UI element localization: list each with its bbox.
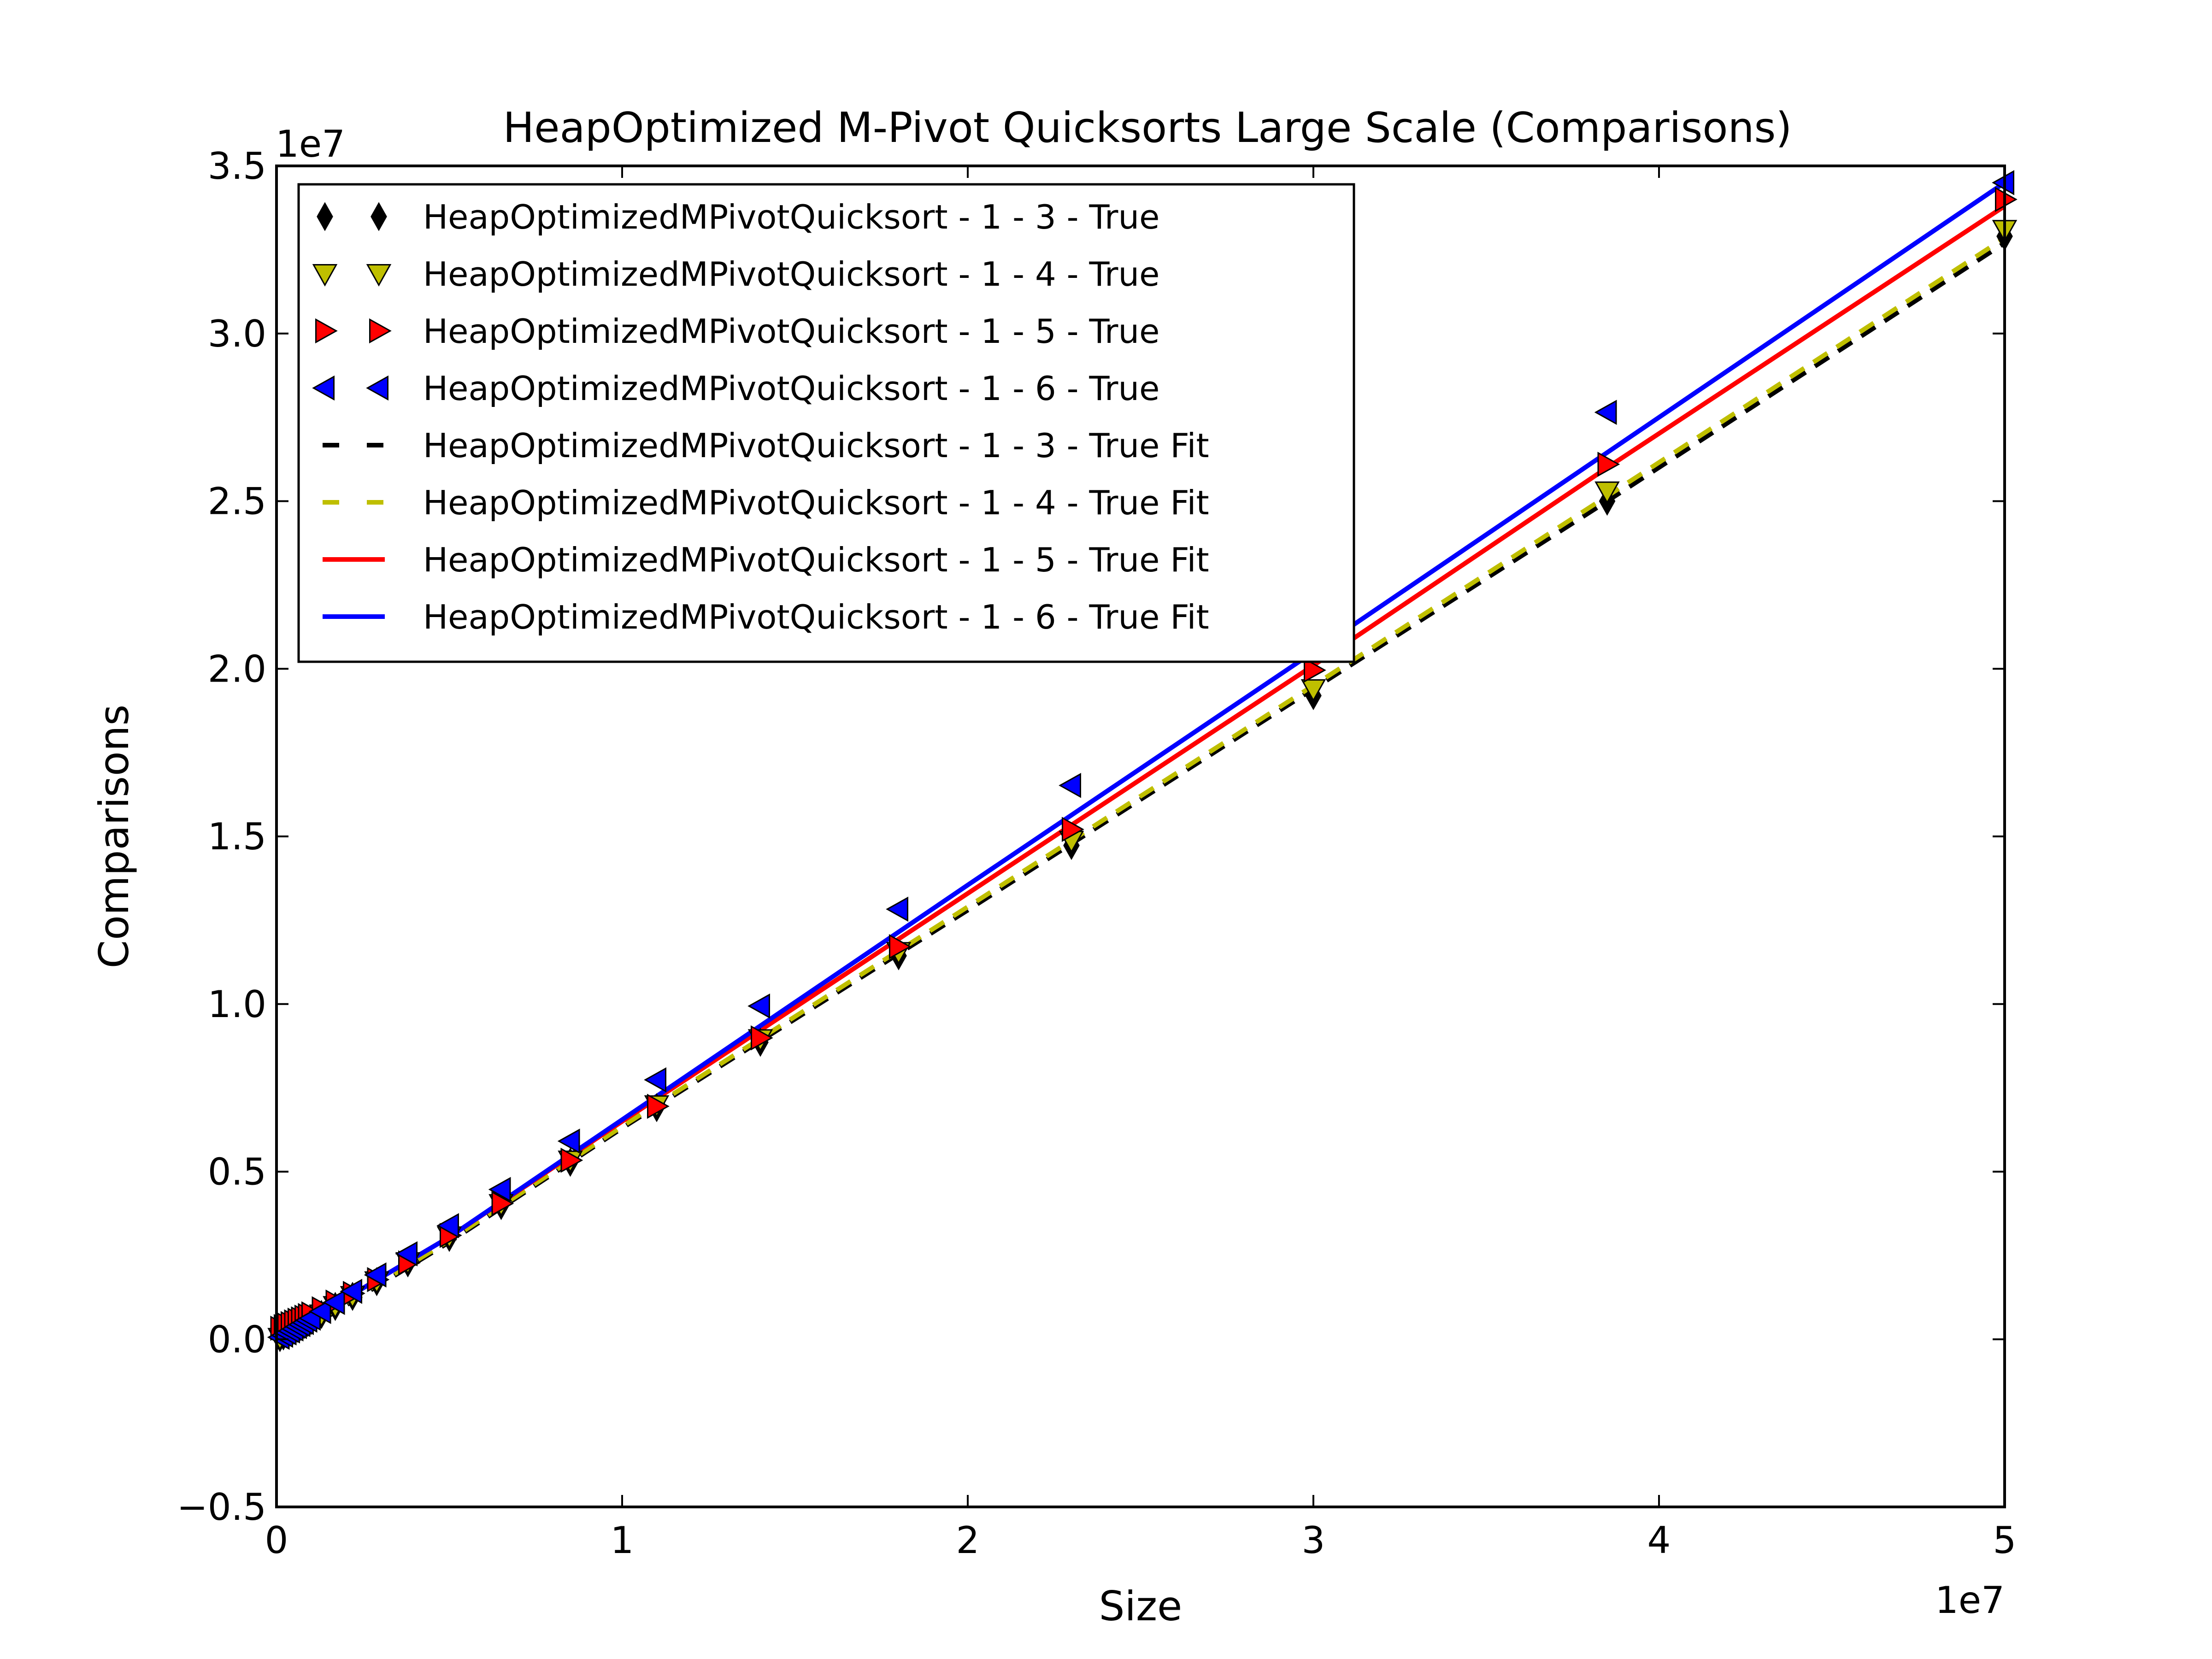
x-tick-label-2: 2 <box>956 1519 980 1562</box>
legend-label-3: HeapOptimizedMPivotQuicksort - 1 - 5 - T… <box>423 312 1159 351</box>
x-tick-label-5: 5 <box>1993 1519 2017 1562</box>
marker-series-3-point-20 <box>751 1025 773 1051</box>
legend-marker-3-2 <box>369 318 392 344</box>
legend-label-1: HeapOptimizedMPivotQuicksort - 1 - 3 - T… <box>423 198 1159 236</box>
marker-series-3-point-17 <box>491 1191 514 1216</box>
marker-series-3-point-24 <box>1597 452 1620 477</box>
legend-marker-4-2 <box>366 375 388 401</box>
marker-series-4-point-16 <box>436 1213 459 1238</box>
legend-box <box>297 183 1355 663</box>
y-tick-label-1: 0.0 <box>208 1318 266 1361</box>
marker-series-3-point-23 <box>1304 657 1326 683</box>
marker-series-4-point-19 <box>644 1067 666 1093</box>
legend-marker-1-2 <box>371 202 387 231</box>
legend-marker-4-1 <box>312 375 335 401</box>
marker-series-4-point-12 <box>322 1289 345 1315</box>
marker-series-4-point-18 <box>557 1129 580 1154</box>
y-tick-label-4: 1.5 <box>208 815 266 858</box>
legend: HeapOptimizedMPivotQuicksort - 1 - 3 - T… <box>297 183 1355 663</box>
y-tick-label-2: 0.5 <box>208 1151 266 1194</box>
axis-ticks: 0 1 2 3 4 5 −0.5 0.0 0.5 1.0 1.5 2.0 2.5 3.0 3.5 <box>177 145 2017 1562</box>
legend-label-8: HeapOptimizedMPivotQuicksort - 1 - 6 - T… <box>423 598 1209 636</box>
x-tick-label-0: 0 <box>265 1519 288 1562</box>
marker-series-4-point-11 <box>308 1299 331 1324</box>
chart-title: HeapOptimized M-Pivot Quicksorts Large S… <box>503 104 1792 152</box>
y-tick-label-5: 2.0 <box>208 647 266 690</box>
marker-series-4-point-15 <box>395 1241 418 1266</box>
marker-series-4-point-13 <box>340 1278 362 1304</box>
x-axis-label: Size <box>1099 1583 1182 1630</box>
legend-label-6: HeapOptimizedMPivotQuicksort - 1 - 4 - T… <box>423 483 1209 522</box>
legend-marker-1-1 <box>317 202 333 231</box>
marker-series-4-point-22 <box>1059 773 1081 798</box>
y-tick-label-8: 3.5 <box>208 145 266 188</box>
x-tick-label-3: 3 <box>1302 1519 1325 1562</box>
marker-series-4-point-20 <box>747 993 770 1019</box>
legend-marker-2-2 <box>366 264 392 287</box>
data-markers <box>267 170 2018 1353</box>
x-axis-offset-label: 1e7 <box>1935 1579 2005 1622</box>
x-tick-label-4: 4 <box>1647 1519 1671 1562</box>
y-tick-label-6: 2.5 <box>208 480 266 523</box>
marker-series-3-point-21 <box>889 934 912 959</box>
y-tick-label-3: 1.0 <box>208 983 266 1026</box>
legend-label-2: HeapOptimizedMPivotQuicksort - 1 - 4 - T… <box>423 255 1159 294</box>
legend-marker-3-1 <box>315 318 338 344</box>
y-axis-offset-label: 1e7 <box>276 123 345 165</box>
marker-series-4-point-14 <box>364 1262 387 1288</box>
x-tick-label-1: 1 <box>611 1519 634 1562</box>
legend-label-5: HeapOptimizedMPivotQuicksort - 1 - 3 - T… <box>423 426 1209 465</box>
marker-series-3-point-19 <box>647 1094 670 1119</box>
marker-series-2-point-23 <box>1300 679 1326 702</box>
y-axis-label: Comparisons <box>90 705 138 969</box>
legend-label-7: HeapOptimizedMPivotQuicksort - 1 - 5 - T… <box>423 541 1209 579</box>
marker-series-4-point-21 <box>886 896 908 922</box>
marker-series-4-point-17 <box>488 1177 511 1202</box>
marker-series-2-point-24 <box>1594 481 1620 504</box>
y-tick-label-0: −0.5 <box>177 1486 266 1529</box>
legend-label-4: HeapOptimizedMPivotQuicksort - 1 - 6 - T… <box>423 369 1159 408</box>
marker-series-4-point-24 <box>1594 400 1617 425</box>
marker-series-3-point-18 <box>560 1147 583 1173</box>
marker-series-3-point-22 <box>1062 817 1084 842</box>
y-tick-label-7: 3.0 <box>208 312 266 355</box>
legend-marker-2-1 <box>312 264 338 287</box>
